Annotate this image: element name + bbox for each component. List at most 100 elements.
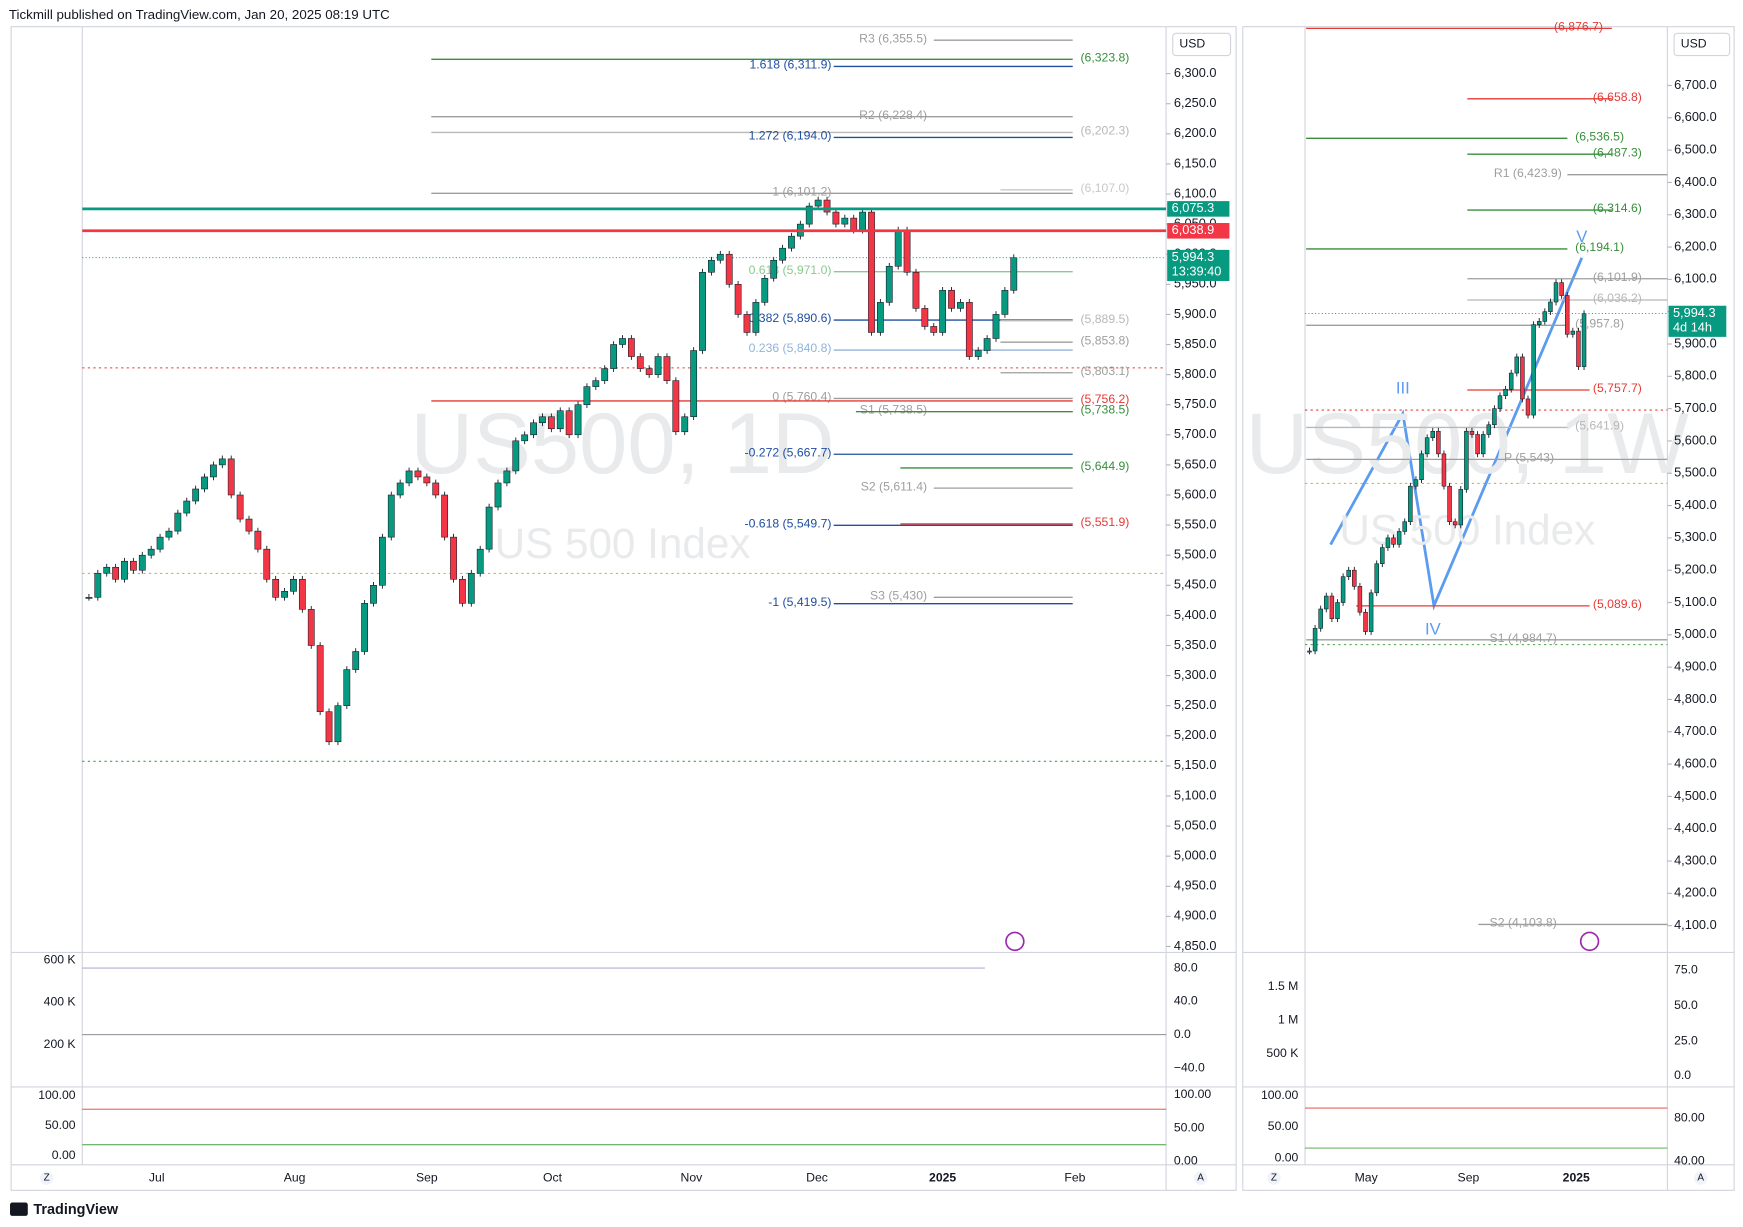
- candle: [1408, 485, 1413, 523]
- candle: [1553, 282, 1559, 303]
- candle: [1318, 608, 1323, 629]
- level-label: 0.236 (5,840.8): [749, 341, 832, 355]
- stoch-pane-right-label: 50.00: [1174, 1120, 1205, 1134]
- auto-scale-button[interactable]: [1193, 1171, 1208, 1185]
- candle: [334, 705, 342, 743]
- candle: [1335, 602, 1340, 619]
- level-label: (5,853.8): [1080, 333, 1129, 347]
- candle: [361, 603, 368, 652]
- level-label: S3 (5,430): [870, 588, 927, 602]
- candle: [850, 217, 858, 231]
- stoch-pane-left-label: 50.00: [1268, 1119, 1299, 1133]
- candle: [752, 302, 760, 333]
- candle: [467, 572, 475, 604]
- price-tag: [1167, 249, 1230, 281]
- volume-pane-left-label: 400 K: [44, 995, 77, 1009]
- candle: [1469, 430, 1475, 435]
- x-tick-label: 2025: [1563, 1170, 1590, 1184]
- candle: [236, 494, 244, 520]
- candle: [556, 410, 564, 430]
- zoom-button[interactable]: [1267, 1171, 1281, 1185]
- stoch-pane-right-label: 100.00: [1174, 1087, 1212, 1101]
- level-label: (5,738.5): [1080, 403, 1129, 417]
- candle: [254, 530, 262, 550]
- y-tick-label: 5,000.0: [1674, 626, 1717, 641]
- events-icon[interactable]: [1005, 931, 1025, 952]
- candle: [734, 284, 742, 315]
- y-tick-label: 5,800.0: [1174, 366, 1217, 381]
- stoch-pane-left-label: 0.00: [52, 1148, 76, 1162]
- y-tick-label: 5,400.0: [1674, 497, 1717, 512]
- level-label: (5,644.9): [1080, 459, 1129, 473]
- level-label: (5,757.7): [1593, 381, 1642, 395]
- candle: [672, 380, 680, 433]
- level-label: (6,658.8): [1593, 90, 1642, 104]
- volume-pane-left-label: 600 K: [44, 952, 77, 966]
- level-label: P (5,543): [1504, 450, 1554, 464]
- zoom-button[interactable]: [40, 1171, 54, 1185]
- y-tick-label: 5,050.0: [1174, 817, 1217, 832]
- zoom-icon: Z: [1271, 1173, 1277, 1184]
- candle: [227, 458, 235, 496]
- currency-button[interactable]: [1172, 32, 1232, 57]
- price-tag-countdown: 13:39:40: [1172, 263, 1222, 278]
- y-tick-label: 4,500.0: [1674, 788, 1717, 803]
- candle: [859, 211, 866, 231]
- y-tick-label: 4,400.0: [1674, 820, 1717, 835]
- candle: [183, 500, 191, 514]
- y-tick-label: 4,100.0: [1674, 917, 1717, 932]
- candle: [1385, 537, 1391, 548]
- y-tick-label: 4,900.0: [1174, 908, 1217, 923]
- level-label: (5,889.5): [1080, 312, 1129, 326]
- x-tick-label: Nov: [681, 1170, 704, 1184]
- candle: [210, 464, 217, 478]
- candle: [1396, 531, 1402, 545]
- level-label: 1 (6,101.2): [772, 184, 831, 198]
- candle: [814, 199, 822, 207]
- stoch-pane-left-label: 0.00: [1275, 1150, 1299, 1164]
- level-label: (6,314.6): [1593, 201, 1642, 215]
- candle: [1559, 282, 1564, 296]
- candle: [1576, 330, 1581, 367]
- level-label: (6,101.9): [1593, 270, 1642, 284]
- y-tick-label: 5,600.0: [1674, 432, 1717, 447]
- currency-button[interactable]: [1673, 32, 1731, 57]
- level-label: (6,487.3): [1593, 145, 1642, 159]
- candle: [130, 560, 137, 571]
- candle: [1424, 437, 1430, 455]
- events-icon[interactable]: [1579, 931, 1600, 952]
- auto-scale-button[interactable]: [1694, 1171, 1708, 1185]
- candle: [1340, 576, 1346, 603]
- publisher-line: Tickmill published on TradingView.com, J…: [9, 7, 390, 22]
- candle: [1380, 547, 1385, 565]
- candle: [779, 247, 786, 261]
- candle: [530, 422, 537, 436]
- candle: [521, 434, 529, 442]
- candle: [948, 290, 955, 309]
- x-tick-label: Oct: [543, 1170, 563, 1184]
- y-tick-label: 5,100.0: [1674, 594, 1717, 609]
- candle: [245, 518, 253, 532]
- candle: [298, 578, 306, 610]
- candle: [1581, 313, 1587, 367]
- candle: [112, 566, 119, 580]
- level-label: (6,323.8): [1080, 50, 1129, 64]
- volume-pane-right-label: 80.0: [1174, 960, 1198, 974]
- level-label: -0.272 (5,667.7): [745, 445, 832, 459]
- candle: [1458, 489, 1464, 526]
- candle: [396, 482, 404, 496]
- symbol-watermark: US500, 1D: [410, 396, 834, 492]
- candle: [965, 302, 973, 357]
- candle: [343, 669, 351, 706]
- candle: [423, 476, 431, 484]
- candle: [512, 440, 520, 472]
- y-tick-label: 5,300.0: [1174, 667, 1217, 682]
- candle: [547, 416, 555, 430]
- volume-pane-right-label: 50.0: [1674, 998, 1698, 1012]
- candle: [699, 271, 706, 351]
- y-tick-label: 5,550.0: [1174, 516, 1217, 531]
- candle: [770, 259, 778, 279]
- level-label: (5,803.1): [1080, 364, 1129, 378]
